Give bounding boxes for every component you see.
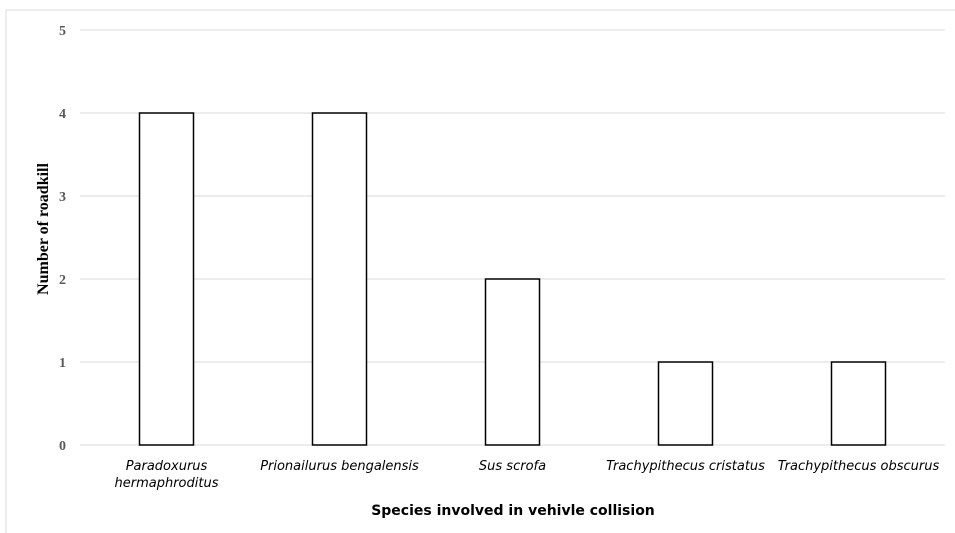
y-tick-label: 0	[59, 439, 66, 454]
y-tick-labels: 0 1 2 3 4 5	[59, 24, 66, 454]
bar	[484, 278, 541, 446]
y-tick-label: 4	[59, 107, 66, 122]
x-tick-label-line: Trachypithecus obscurus	[778, 459, 940, 474]
bar	[311, 112, 368, 446]
x-tick-label-line: hermaphroditus	[115, 476, 219, 491]
x-tick-label: Paradoxurus hermaphroditus	[115, 459, 219, 491]
bar	[657, 361, 714, 446]
x-tick-label-line: Paradoxurus	[126, 459, 208, 474]
x-tick-label: Trachypithecus obscurus	[778, 459, 940, 474]
chart-frame	[5, 9, 955, 533]
bars	[138, 112, 887, 446]
bar	[138, 112, 195, 446]
y-tick-label: 3	[59, 190, 66, 205]
y-axis-title: Number of roadkill	[35, 163, 52, 295]
x-tick-label: Sus scrofa	[479, 459, 546, 474]
y-tick-label: 5	[59, 24, 66, 39]
x-tick-label-line: Prionailurus bengalensis	[260, 459, 419, 474]
x-tick-label: Trachypithecus cristatus	[606, 459, 765, 474]
x-tick-label-line: Sus scrofa	[479, 459, 546, 474]
x-tick-labels: Paradoxurus hermaphroditus Prionailurus be…	[115, 459, 940, 491]
bar	[830, 361, 887, 446]
y-tick-label: 2	[59, 273, 66, 288]
x-tick-label-line: Trachypithecus cristatus	[606, 459, 765, 474]
x-axis-title: Species involved in vehivle collision	[371, 503, 655, 519]
y-tick-label: 1	[59, 356, 66, 371]
x-tick-label: Prionailurus bengalensis	[260, 459, 419, 474]
